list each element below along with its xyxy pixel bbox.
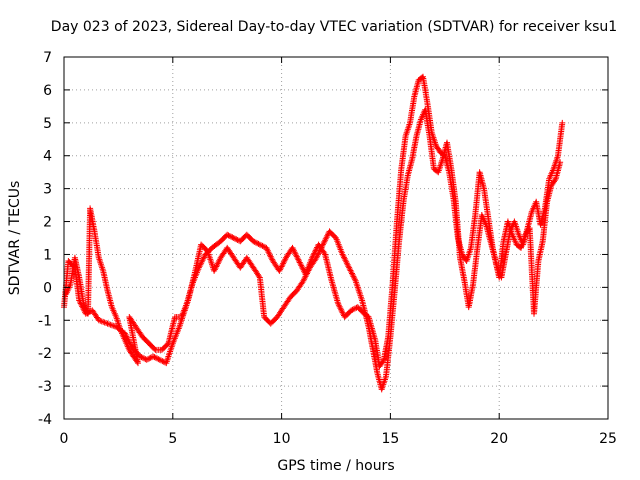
data-point-marker xyxy=(259,242,266,249)
data-point-marker xyxy=(267,252,273,259)
data-point-marker xyxy=(139,354,146,361)
x-tick-label: 15 xyxy=(381,431,399,447)
data-point-marker xyxy=(263,244,270,251)
y-tick-label: 4 xyxy=(43,149,52,165)
data-point-marker xyxy=(211,266,218,273)
y-tick-label: -1 xyxy=(38,313,52,329)
data-point-marker xyxy=(314,251,321,258)
x-tick-label: 20 xyxy=(490,431,508,447)
data-point-marker xyxy=(224,231,231,238)
data-point-marker xyxy=(256,241,263,248)
data-point-marker xyxy=(338,306,345,313)
data-point-marker xyxy=(155,356,162,363)
data-point-marker xyxy=(343,258,350,265)
data-point-marker xyxy=(348,307,355,314)
data-point-marker xyxy=(103,320,110,326)
data-point-marker xyxy=(280,259,287,266)
data-point-marker xyxy=(158,357,164,364)
y-tick-label: 3 xyxy=(43,182,52,198)
data-point-marker xyxy=(229,234,236,241)
data-point-marker xyxy=(106,321,112,328)
data-point-marker xyxy=(200,255,207,262)
data-point-marker xyxy=(226,233,233,239)
data-point-marker xyxy=(228,233,235,240)
x-tick-label: 5 xyxy=(168,431,177,447)
y-tick-label: 0 xyxy=(43,280,52,296)
data-point-marker xyxy=(260,243,267,250)
data-point-marker xyxy=(150,353,157,360)
data-point-marker xyxy=(151,345,158,352)
data-point-marker xyxy=(232,235,238,242)
data-point-marker xyxy=(291,249,298,256)
data-point-marker xyxy=(100,318,107,325)
data-point-marker xyxy=(146,355,153,362)
data-point-marker xyxy=(255,273,262,280)
series-trace-b xyxy=(63,106,564,393)
data-point-marker xyxy=(551,177,558,184)
data-point-marker xyxy=(303,271,310,278)
y-tick-label: 7 xyxy=(43,50,52,66)
data-point-marker xyxy=(258,242,265,249)
data-point-marker xyxy=(349,270,355,277)
x-tick-label: 25 xyxy=(599,431,617,447)
data-point-marker xyxy=(255,240,262,247)
data-point-marker xyxy=(154,355,161,362)
plot-frame xyxy=(63,56,609,420)
data-point-marker xyxy=(225,232,232,239)
data-point-marker xyxy=(152,354,159,361)
data-point-marker xyxy=(289,244,296,251)
data-point-marker xyxy=(151,354,158,361)
y-tick-label: 6 xyxy=(43,83,52,99)
data-markers xyxy=(61,73,566,393)
data-point-marker xyxy=(233,236,240,243)
data-point-marker xyxy=(349,306,356,313)
y-tick-label: 5 xyxy=(43,116,52,132)
y-tick-label: -3 xyxy=(38,379,52,395)
data-point-marker xyxy=(252,239,259,246)
data-point-marker xyxy=(297,261,304,267)
chart-title: Day 023 of 2023, Sidereal Day-to-day VTE… xyxy=(51,19,617,35)
data-point-marker xyxy=(341,254,347,261)
x-tick-label: 10 xyxy=(273,431,291,447)
x-tick-label: 0 xyxy=(60,431,69,447)
data-point-marker xyxy=(147,354,154,361)
data-point-marker xyxy=(141,355,148,362)
data-point-marker xyxy=(108,322,115,329)
x-axis-label: GPS time / hours xyxy=(277,458,394,474)
grid-lines xyxy=(64,57,608,419)
y-tick-label: -2 xyxy=(38,346,52,362)
data-point-marker xyxy=(156,356,163,363)
data-point-marker xyxy=(559,119,566,126)
data-point-marker xyxy=(250,238,257,245)
data-point-marker xyxy=(254,240,261,247)
data-point-marker xyxy=(251,238,258,245)
data-point-marker xyxy=(557,159,564,166)
data-point-marker xyxy=(230,235,237,241)
data-point-marker xyxy=(295,256,302,263)
data-point-marker xyxy=(346,266,353,273)
data-point-marker xyxy=(320,240,327,247)
data-point-marker xyxy=(97,317,104,324)
data-point-marker xyxy=(215,259,222,266)
data-point-marker xyxy=(143,356,150,363)
data-point-marker xyxy=(350,306,357,313)
y-tick-label: 2 xyxy=(43,215,52,231)
y-tick-label: 1 xyxy=(43,247,52,263)
axis-ticks: 0 5 10 15 20 25 -4 -3 -2 -1 0 1 2 3 4 5 6 7 xyxy=(38,50,617,447)
data-point-marker xyxy=(145,356,151,363)
data-point-marker xyxy=(138,354,145,361)
data-point-marker xyxy=(301,276,308,283)
y-axis-label: SDTVAR / TECUs xyxy=(7,181,23,296)
y-tick-label: -4 xyxy=(38,412,52,428)
